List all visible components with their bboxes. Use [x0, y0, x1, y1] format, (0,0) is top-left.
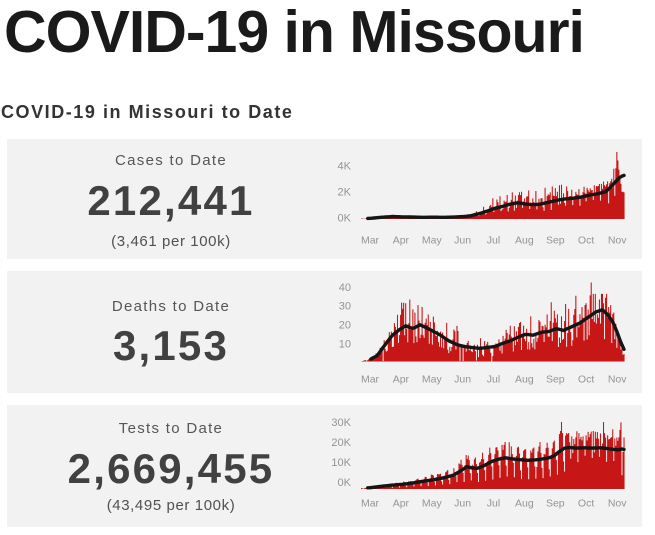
svg-text:20K: 20K	[331, 437, 351, 449]
svg-text:Jul: Jul	[487, 235, 500, 247]
svg-text:Nov: Nov	[608, 374, 627, 386]
svg-text:May: May	[422, 374, 443, 386]
svg-text:Nov: Nov	[608, 235, 627, 247]
svg-text:10K: 10K	[331, 457, 351, 469]
svg-text:Sep: Sep	[546, 374, 565, 386]
svg-text:Mar: Mar	[361, 497, 380, 509]
svg-text:30K: 30K	[331, 417, 351, 429]
svg-text:Aug: Aug	[515, 374, 534, 386]
svg-text:Sep: Sep	[546, 235, 565, 247]
svg-text:Oct: Oct	[578, 374, 594, 386]
svg-text:Jun: Jun	[454, 374, 471, 386]
svg-text:4K: 4K	[338, 160, 352, 172]
svg-text:Jul: Jul	[487, 374, 500, 386]
svg-text:Jul: Jul	[487, 497, 500, 509]
svg-text:Oct: Oct	[578, 497, 594, 509]
svg-text:Mar: Mar	[361, 235, 380, 247]
svg-text:Aug: Aug	[515, 497, 534, 509]
svg-text:2K: 2K	[338, 186, 352, 198]
svg-text:Jun: Jun	[454, 497, 471, 509]
svg-text:Apr: Apr	[393, 374, 410, 386]
svg-text:Sep: Sep	[546, 497, 565, 509]
svg-text:40: 40	[339, 282, 351, 294]
svg-text:0K: 0K	[338, 477, 352, 489]
svg-text:Apr: Apr	[393, 235, 410, 247]
svg-text:May: May	[422, 497, 443, 509]
svg-text:Oct: Oct	[578, 235, 594, 247]
svg-text:Apr: Apr	[393, 497, 410, 509]
svg-text:0K: 0K	[338, 212, 352, 224]
svg-text:Aug: Aug	[515, 235, 534, 247]
svg-text:Mar: Mar	[361, 374, 380, 386]
svg-text:10: 10	[339, 338, 351, 350]
svg-text:May: May	[422, 235, 443, 247]
svg-text:Nov: Nov	[608, 497, 627, 509]
svg-text:30: 30	[339, 301, 351, 313]
svg-text:20: 20	[339, 320, 351, 332]
svg-text:Jun: Jun	[454, 235, 471, 247]
